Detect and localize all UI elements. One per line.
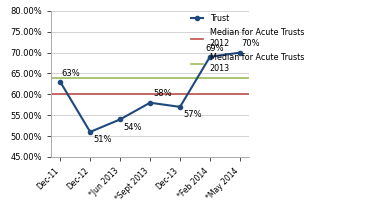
Median for Acute Trusts
2012 bbox=[88, 93, 92, 96]
Legend: Trust, Median for Acute Trusts
2012, Median for Acute Trusts
2013: Trust, Median for Acute Trusts 2012, Med… bbox=[190, 12, 306, 74]
Text: 63%: 63% bbox=[62, 69, 81, 78]
Text: 70%: 70% bbox=[242, 39, 260, 48]
Trust bbox=[238, 51, 242, 54]
Trust bbox=[88, 131, 92, 133]
Text: 51%: 51% bbox=[93, 135, 112, 144]
Trust bbox=[208, 56, 212, 58]
Median for Acute Trusts
2012 bbox=[58, 93, 63, 96]
Text: 58%: 58% bbox=[153, 89, 172, 99]
Line: Trust: Trust bbox=[58, 51, 242, 134]
Text: 54%: 54% bbox=[123, 123, 142, 132]
Trust bbox=[178, 106, 182, 108]
Text: 57%: 57% bbox=[183, 110, 202, 119]
Median for Acute Trusts
2013 bbox=[88, 76, 92, 79]
Trust bbox=[58, 80, 63, 83]
Trust bbox=[118, 118, 122, 121]
Median for Acute Trusts
2013 bbox=[58, 76, 63, 79]
Trust bbox=[148, 101, 152, 104]
Text: 69%: 69% bbox=[205, 44, 224, 53]
